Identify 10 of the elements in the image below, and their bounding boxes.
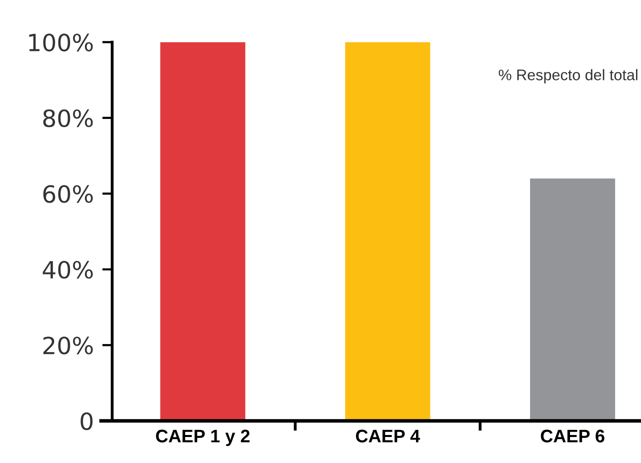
- y-tick-label: 40%: [42, 260, 93, 279]
- annotation: % Respecto del total: [498, 69, 638, 84]
- x-tick-label: CAEP 6: [540, 430, 604, 442]
- y-tick-label: 0: [80, 412, 93, 430]
- y-tick-label: 60%: [43, 185, 93, 203]
- y-tick-label: 100%: [29, 34, 93, 52]
- y-tick-label: 80%: [43, 109, 93, 128]
- y-tick-label: 20%: [43, 336, 93, 354]
- x-tick-label: CAEP 4: [356, 430, 420, 442]
- x-tick-label: CAEP 1 y 2: [156, 430, 250, 446]
